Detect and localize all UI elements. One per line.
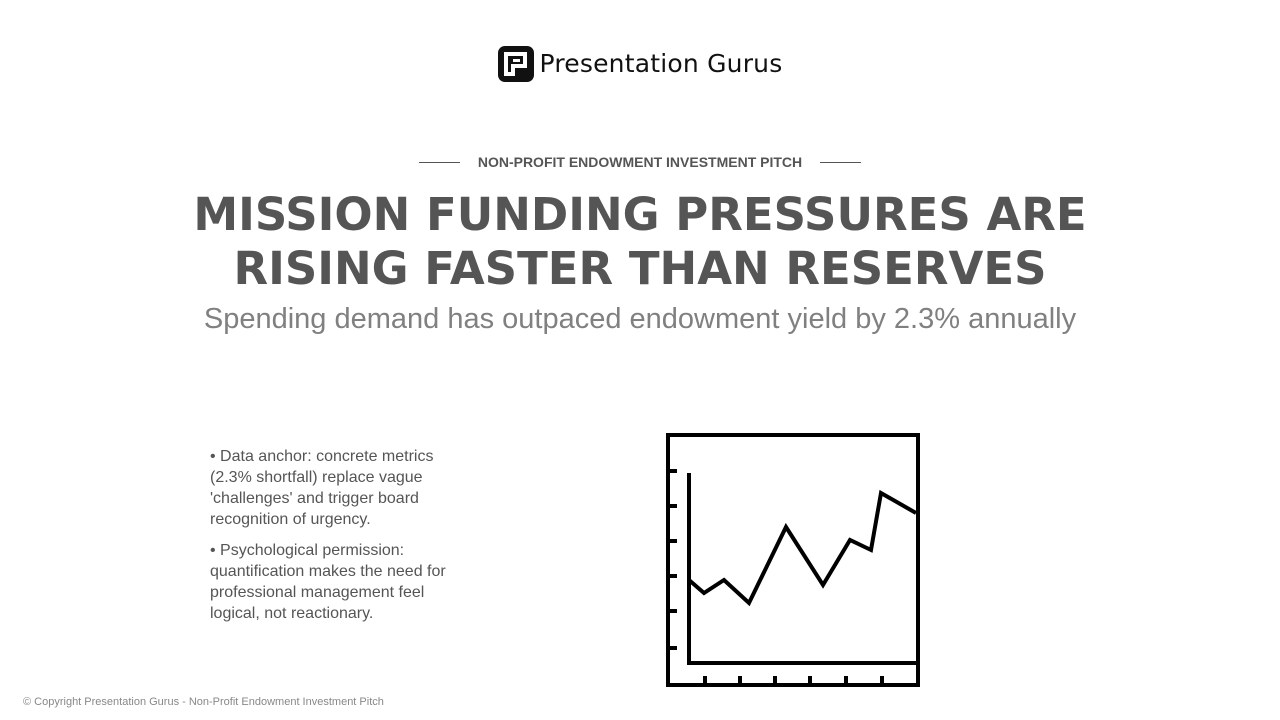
slide-title: MISSION FUNDING PRESSURES ARE RISING FAS… — [193, 188, 1087, 295]
line-chart-icon — [666, 433, 920, 687]
brand-logo: Presentation Gurus — [0, 46, 1280, 82]
bullet-item: • Data anchor: concrete metrics (2.3% sh… — [210, 448, 434, 528]
slide-subtitle: Spending demand has outpaced endowment y… — [203, 303, 1077, 335]
eyebrow-rule-left — [418, 161, 460, 163]
footer-copyright: © Copyright Presentation Gurus - Non-Pro… — [23, 696, 384, 708]
presentation-gurus-logo-icon — [497, 46, 534, 82]
bullet-list: • Data anchor: concrete metrics (2.3% sh… — [210, 446, 462, 634]
eyebrow-label: NON-PROFIT ENDOWMENT INVESTMENT PITCH — [477, 154, 803, 170]
eyebrow: NON-PROFIT ENDOWMENT INVESTMENT PITCH — [0, 152, 1280, 172]
brand-name: Presentation Gurus — [539, 49, 783, 78]
eyebrow-rule-right — [820, 161, 862, 163]
bullet-item: • Psychological permission: quantificati… — [210, 542, 446, 622]
